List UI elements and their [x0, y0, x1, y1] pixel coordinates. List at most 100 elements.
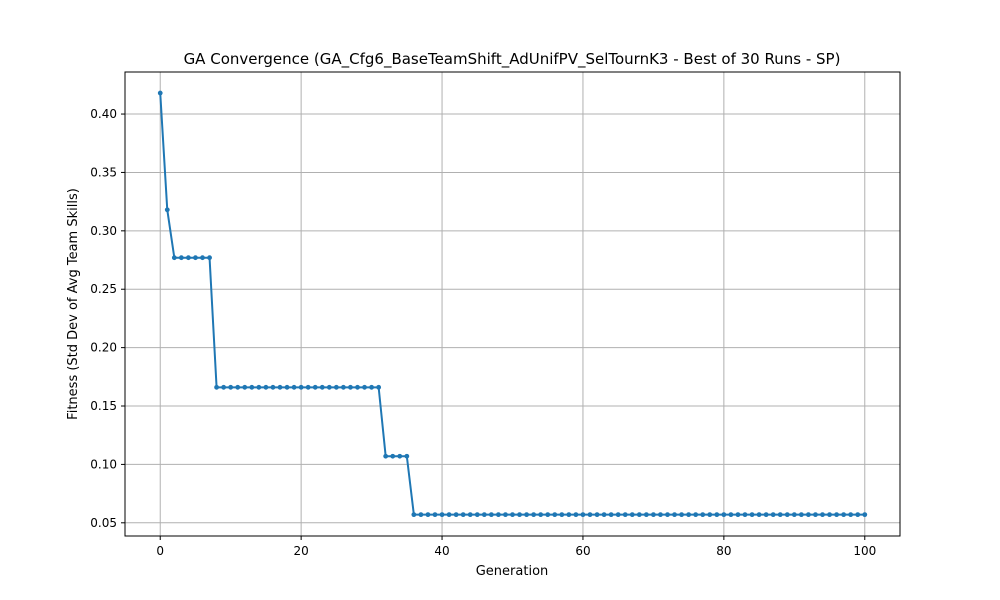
- data-point: [376, 384, 382, 390]
- data-point: [855, 512, 861, 518]
- data-point: [362, 384, 367, 390]
- data-point: [171, 255, 177, 261]
- y-tick-label: 0.05: [90, 516, 117, 530]
- data-point: [545, 512, 551, 518]
- data-point: [784, 512, 790, 518]
- data-point: [333, 384, 339, 390]
- data-point: [186, 255, 191, 261]
- x-tick-label: 60: [575, 544, 590, 558]
- data-point: [503, 512, 508, 518]
- data-point: [651, 512, 656, 518]
- data-point: [474, 512, 480, 518]
- data-point: [841, 512, 847, 518]
- data-point: [777, 512, 783, 518]
- data-point: [263, 384, 269, 390]
- data-point: [594, 512, 600, 518]
- y-axis-ticks: 0.05 0.10 0.15 0.20 0.25 0.30 0.35 0.40: [90, 107, 125, 530]
- data-point: [467, 512, 473, 518]
- x-tick-label: 80: [716, 544, 731, 558]
- data-point: [524, 512, 529, 518]
- data-point: [791, 512, 797, 518]
- y-tick-label: 0.20: [90, 341, 117, 355]
- series-fitness: [157, 90, 868, 518]
- data-point: [207, 255, 212, 261]
- data-point: [679, 512, 684, 518]
- data-point: [277, 384, 283, 390]
- data-point: [411, 512, 417, 518]
- data-point: [834, 512, 839, 518]
- data-point: [770, 512, 776, 518]
- data-point: [291, 384, 297, 390]
- data-point: [178, 255, 184, 261]
- data-point: [806, 512, 811, 518]
- y-axis-label: Fitness (Std Dev of Avg Team Skills): [66, 188, 81, 420]
- data-point: [369, 384, 374, 390]
- data-point: [510, 512, 515, 518]
- data-point: [643, 512, 649, 518]
- y-tick-label: 0.15: [90, 399, 117, 413]
- data-point: [355, 384, 360, 390]
- data-point: [735, 512, 741, 518]
- data-point: [235, 384, 241, 390]
- y-tick-label: 0.40: [90, 107, 117, 121]
- y-tick-label: 0.35: [90, 165, 117, 179]
- data-point: [587, 512, 593, 518]
- data-point: [615, 512, 621, 518]
- x-tick-label: 100: [853, 544, 876, 558]
- data-point: [728, 512, 734, 518]
- data-point: [305, 384, 311, 390]
- data-point: [813, 512, 818, 518]
- data-point: [488, 512, 494, 518]
- data-point: [496, 512, 501, 518]
- y-tick-label: 0.30: [90, 224, 117, 238]
- data-point: [566, 512, 572, 518]
- data-point: [193, 255, 198, 261]
- plot-frame: [124, 71, 901, 537]
- data-point: [798, 512, 804, 518]
- data-point: [418, 512, 424, 518]
- x-tick-label: 0: [156, 544, 164, 558]
- data-point: [742, 512, 748, 518]
- data-point: [552, 512, 558, 518]
- data-point: [608, 512, 614, 518]
- data-point: [383, 453, 389, 459]
- data-point: [221, 384, 227, 390]
- data-point: [164, 207, 170, 213]
- data-point: [686, 512, 692, 518]
- data-point: [820, 512, 825, 518]
- data-point: [270, 384, 276, 390]
- data-point: [242, 384, 248, 390]
- data-point: [404, 453, 410, 459]
- x-tick-label: 20: [293, 544, 308, 558]
- data-point: [228, 384, 234, 390]
- data-point: [446, 512, 452, 518]
- data-point: [326, 384, 332, 390]
- data-point: [658, 512, 663, 518]
- data-point: [200, 255, 205, 261]
- data-point: [531, 512, 537, 518]
- data-point: [665, 512, 670, 518]
- data-point: [749, 512, 755, 518]
- y-tick-label: 0.25: [90, 282, 117, 296]
- data-point: [636, 512, 642, 518]
- data-point: [714, 512, 720, 518]
- data-point: [432, 512, 438, 518]
- data-point: [517, 512, 522, 518]
- data-point: [848, 512, 854, 518]
- data-point: [481, 512, 487, 518]
- data-point: [453, 512, 459, 518]
- data-point: [460, 512, 466, 518]
- data-point: [559, 512, 565, 518]
- y-tick-label: 0.10: [90, 457, 117, 471]
- data-point: [707, 512, 713, 518]
- data-point: [827, 512, 832, 518]
- data-point: [672, 512, 677, 518]
- data-point: [439, 512, 445, 518]
- data-point: [348, 384, 353, 390]
- data-point: [693, 512, 699, 518]
- data-point: [397, 453, 403, 459]
- data-point: [312, 384, 318, 390]
- data-point: [157, 90, 163, 96]
- data-point: [763, 512, 769, 518]
